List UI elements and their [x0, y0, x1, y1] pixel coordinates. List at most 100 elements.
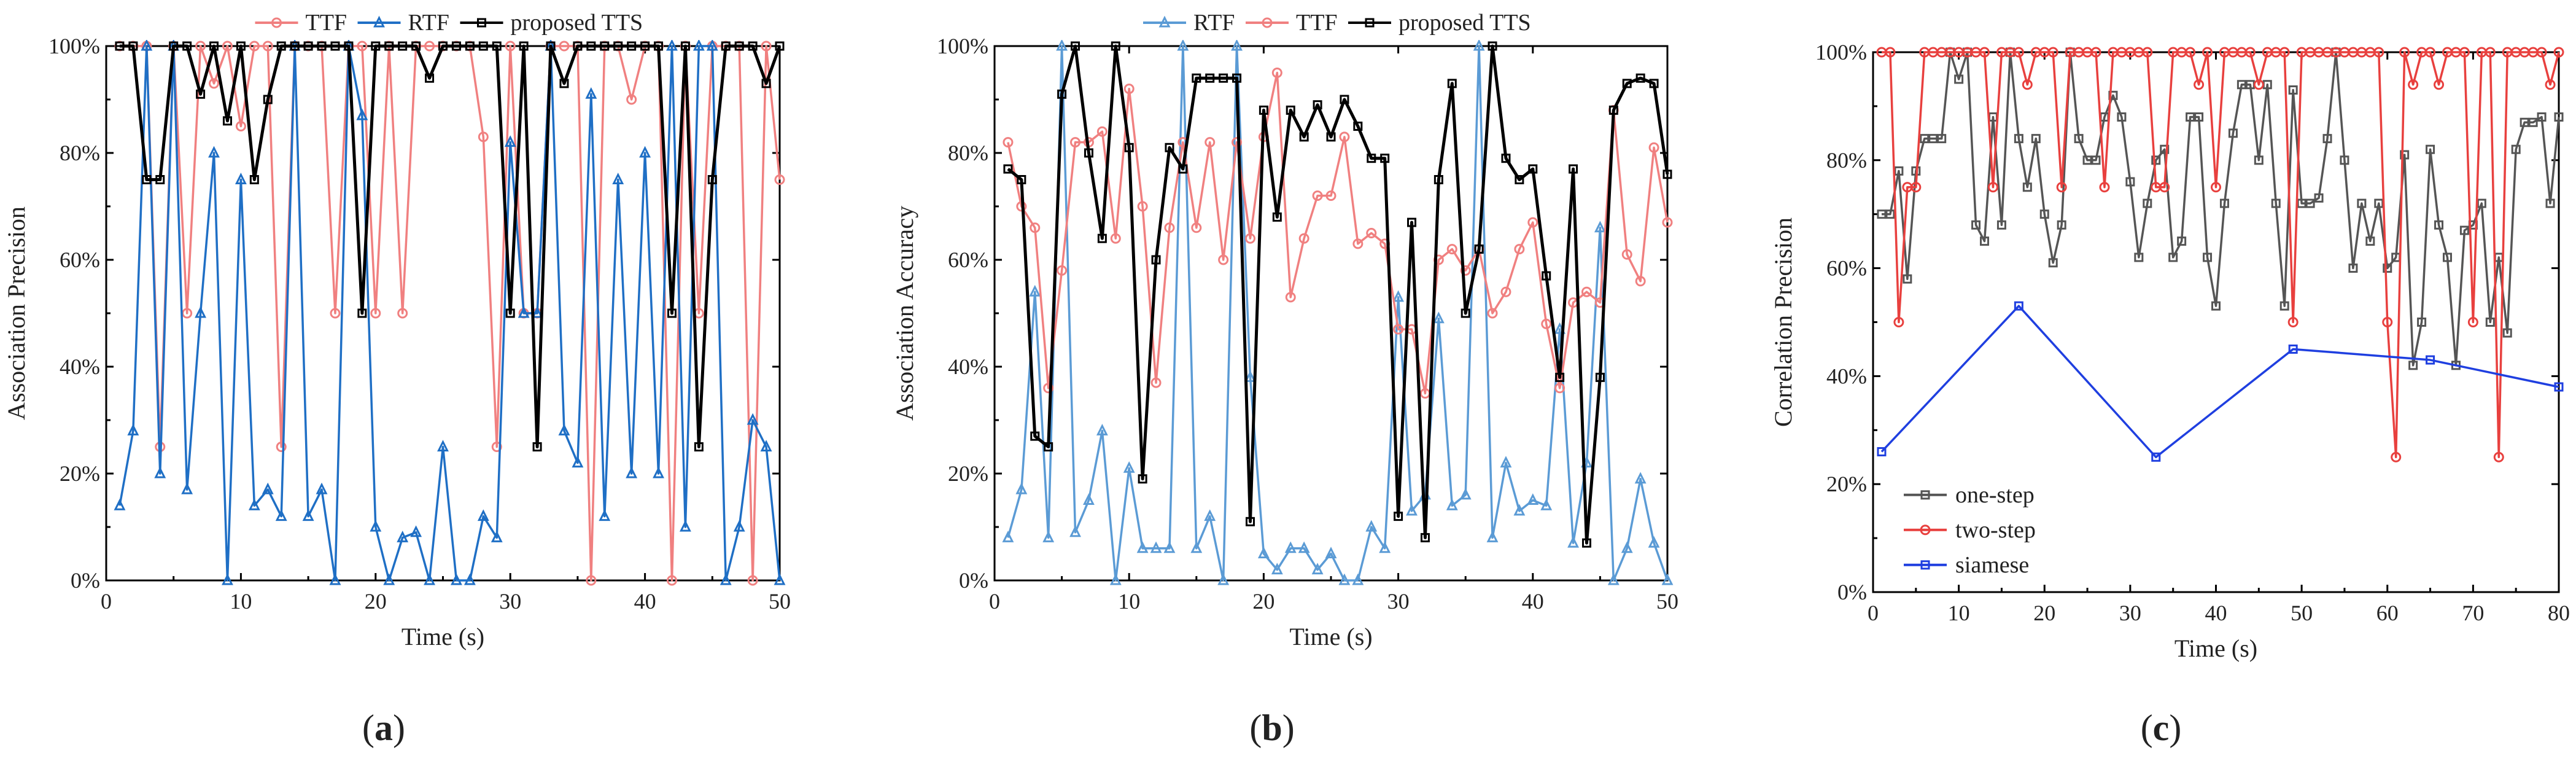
data-point: [1581, 286, 1592, 297]
data-point: [2082, 155, 2092, 165]
data-point: [1030, 222, 1041, 233]
data-point: [2039, 209, 2049, 219]
data-point: [559, 41, 570, 52]
data-point: [1980, 236, 1990, 246]
data-point: [1420, 533, 1430, 542]
data-point: [2520, 117, 2529, 127]
data-point: [262, 482, 274, 494]
data-point: [1486, 531, 1499, 542]
data-point: [2143, 198, 2152, 208]
data-point: [1177, 40, 1189, 51]
y-tick-label: 80%: [60, 141, 100, 165]
data-point: [626, 466, 638, 478]
legend: one-step two-step siamese: [1904, 482, 2036, 578]
x-axis-label: Time (s): [1289, 623, 1372, 650]
data-point: [760, 440, 772, 451]
data-point: [2399, 47, 2410, 58]
legend-item: siamese: [1904, 552, 2029, 578]
data-point: [2125, 177, 2135, 187]
data-point: [155, 175, 165, 184]
panel-b: 0 10 20 30 40 50 0% 20% 40% 60% 80% 100% Time (s) Ass…: [891, 10, 1678, 748]
legend-item: proposed TTS: [1348, 10, 1531, 36]
data-point: [679, 520, 691, 532]
x-tick-label: 20: [365, 589, 387, 614]
data-point: [2502, 328, 2512, 338]
data-point: [1393, 324, 1404, 335]
data-point: [1648, 142, 1659, 153]
data-point: [2305, 198, 2315, 208]
data-point: [2160, 144, 2170, 154]
series-rtf: [114, 40, 786, 585]
data-point: [410, 525, 422, 537]
data-point: [491, 531, 503, 542]
data-point: [1621, 541, 1633, 553]
panel-c: 0 10 20 30 40 50 60 70 80 0% 20% 40% 60% 80% 100% Time …: [1769, 40, 2570, 748]
data-point: [1515, 175, 1524, 184]
legend-marker: [1158, 15, 1171, 28]
data-point: [1501, 154, 1511, 163]
data-point: [505, 308, 515, 318]
data-point: [397, 531, 409, 542]
data-point: [1056, 40, 1068, 51]
data-point: [2279, 301, 2289, 311]
data-point: [1271, 68, 1282, 78]
data-point: [1540, 498, 1553, 510]
legend-label: proposed TTS: [1399, 10, 1531, 36]
data-point: [465, 41, 475, 51]
data-point: [1885, 209, 1895, 219]
data-point: [532, 442, 542, 451]
data-point: [1894, 166, 1904, 176]
data-point: [1459, 488, 1472, 500]
x-tick-label: 30: [2119, 601, 2141, 625]
x-tick-label: 50: [769, 589, 791, 614]
y-tick-label: 0%: [1837, 580, 1867, 604]
data-point: [2279, 47, 2290, 58]
data-point: [1284, 541, 1297, 553]
data-point: [2091, 155, 2101, 165]
data-point: [2467, 317, 2478, 327]
data-point: [290, 41, 300, 51]
data-point: [2374, 198, 2384, 208]
legend-label: TTF: [1296, 10, 1338, 36]
data-point: [2485, 47, 2496, 58]
data-point: [1607, 573, 1620, 585]
series-line: [1007, 45, 1669, 582]
x-axis-label: Time (s): [402, 623, 484, 650]
data-point: [1232, 137, 1243, 148]
data-point: [2134, 252, 2144, 262]
data-point: [667, 308, 677, 318]
series-line: [1007, 71, 1669, 395]
data-point: [1928, 134, 1938, 144]
legend: TTF RTF proposed TTS: [255, 10, 643, 36]
data-point: [1096, 126, 1108, 137]
data-point: [1555, 372, 1565, 382]
data-point: [2228, 128, 2238, 138]
data-point: [1920, 134, 1930, 144]
data-point: [1298, 541, 1310, 553]
panel-a: 0 10 20 30 40 50 0% 20% 40% 60% 80% 100% Time (s) Ass…: [2, 10, 791, 748]
data-point: [1513, 504, 1526, 516]
data-point: [1392, 290, 1405, 302]
data-point: [706, 40, 718, 51]
data-point: [1500, 286, 1511, 297]
data-point: [1313, 100, 1322, 110]
data-point: [2554, 112, 2564, 122]
data-point: [1231, 40, 1243, 51]
data-point: [1259, 105, 1268, 115]
data-point: [2047, 47, 2058, 58]
data-point: [1219, 73, 1228, 83]
y-tick-label: 20%: [1826, 472, 1867, 496]
data-point: [1433, 175, 1443, 184]
data-point: [2022, 182, 2032, 192]
x-tick-label: 50: [1656, 589, 1678, 614]
y-axis-label: Association Accuracy: [891, 206, 918, 421]
data-point: [2373, 47, 2384, 58]
data-point: [1634, 472, 1647, 484]
data-point: [1407, 217, 1417, 227]
y-tick-label: 60%: [60, 248, 100, 272]
y-tick-label: 40%: [1826, 364, 1867, 388]
data-point: [2203, 252, 2213, 262]
legend-marker: [1920, 560, 1930, 570]
data-point: [371, 41, 381, 51]
